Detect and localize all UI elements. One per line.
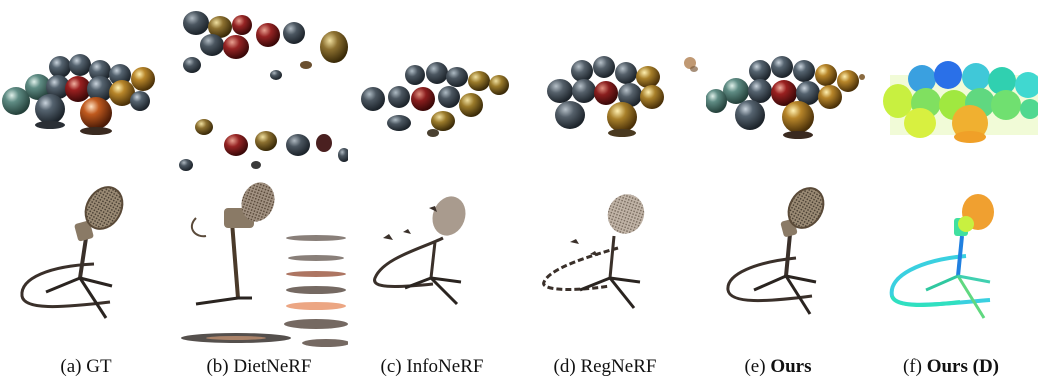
panel-dietnerf-microphone xyxy=(176,178,348,350)
caption-b: (b) DietNeRF xyxy=(206,356,312,377)
caption-f: (f) Ours (D) xyxy=(902,356,1000,377)
panel-infonerf-materials xyxy=(353,5,525,177)
panel-gt-materials xyxy=(0,5,172,177)
panel-dietnerf-materials xyxy=(176,5,348,177)
panel-infonerf-microphone xyxy=(353,178,525,350)
caption-a: (a) GT xyxy=(60,356,112,377)
caption-e: (e) Ours xyxy=(744,356,812,377)
artifact-streaks xyxy=(181,235,348,347)
caption-c: (c) InfoNeRF xyxy=(380,356,484,377)
panel-regnerf-microphone xyxy=(530,178,702,350)
panel-ours-depth-microphone xyxy=(880,178,1038,350)
panel-gt-microphone xyxy=(0,178,172,350)
panel-regnerf-materials xyxy=(530,5,702,177)
panel-ours-materials xyxy=(706,5,878,177)
panel-ours-depth-materials xyxy=(880,5,1038,177)
caption-d: (d) RegNeRF xyxy=(553,356,657,377)
panel-ours-microphone xyxy=(706,178,878,350)
